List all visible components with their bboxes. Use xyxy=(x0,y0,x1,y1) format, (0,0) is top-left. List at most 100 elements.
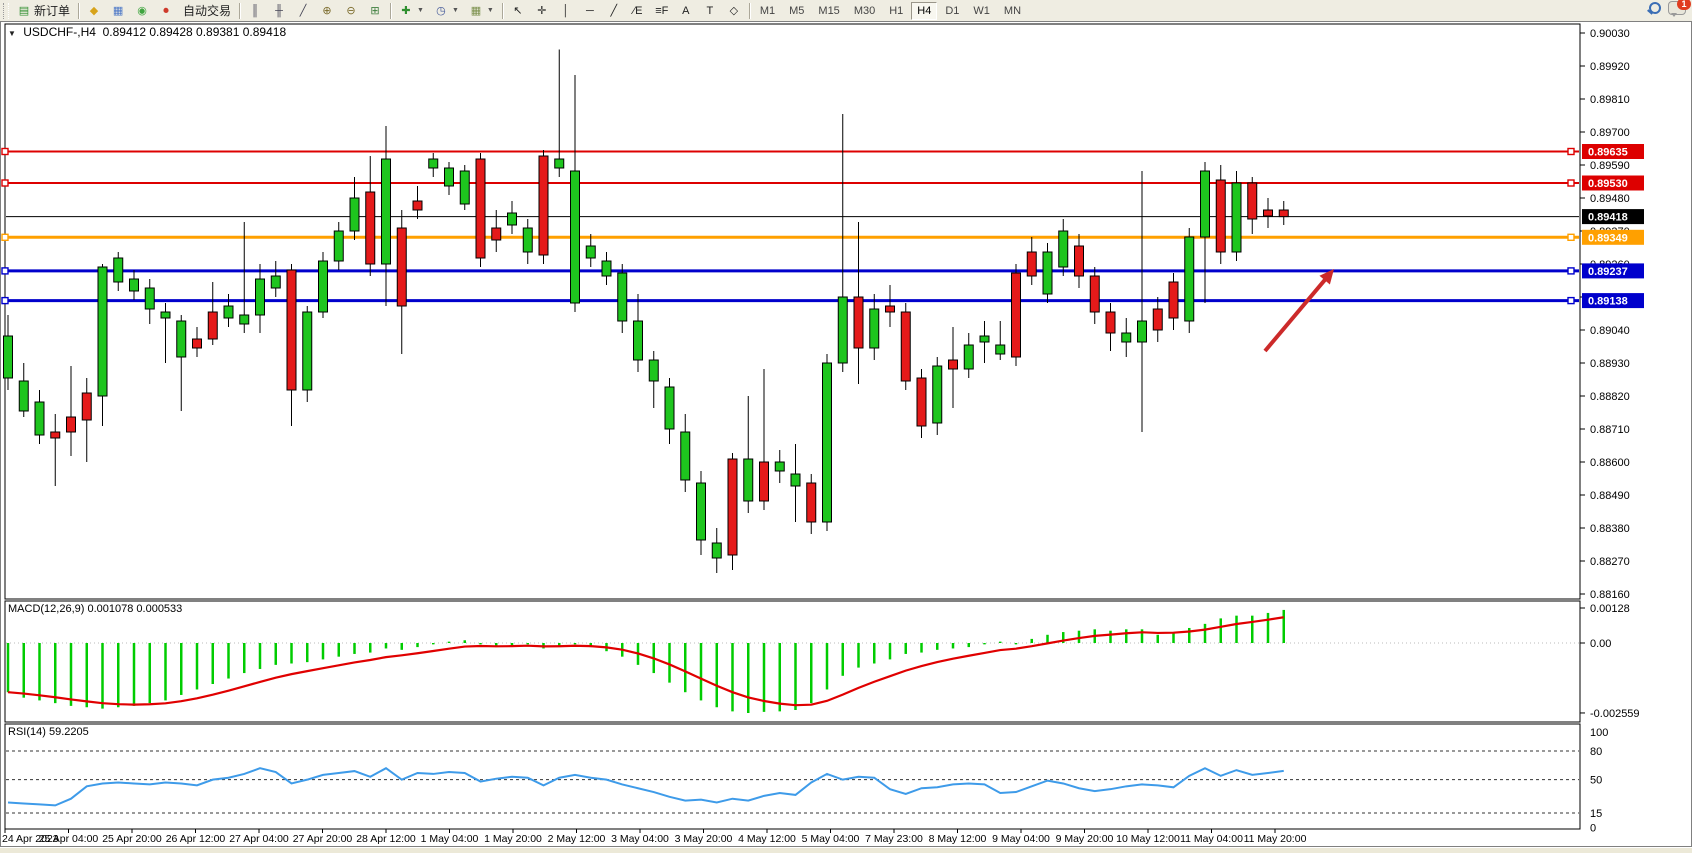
candle xyxy=(239,314,250,325)
hline-anchor-left[interactable] xyxy=(1,179,9,187)
time-axis-label: 27 Apr 04:00 xyxy=(229,833,289,845)
macd-indicator-label: MACD(12,26,9) 0.001078 0.000533 xyxy=(8,603,183,615)
hline-anchor-right[interactable] xyxy=(1567,179,1575,187)
timeframe-h4[interactable]: H4 xyxy=(911,1,938,20)
candlestick-chart-icon: ╫ xyxy=(275,4,283,17)
indicators-button[interactable]: ✚ ▼ xyxy=(394,0,429,21)
collapse-icon[interactable]: ▼ xyxy=(8,29,16,38)
timeframe-w1[interactable]: W1 xyxy=(973,4,990,17)
timeframe-m1[interactable]: M1 xyxy=(759,4,776,17)
tile-windows-button[interactable]: ⊞ xyxy=(363,0,387,21)
candle xyxy=(491,227,502,241)
candle xyxy=(900,311,911,382)
timeframe-d1[interactable]: D1 xyxy=(945,4,960,17)
price-axis-label: 0.88490 xyxy=(1590,490,1630,502)
tile-windows-icon: ⊞ xyxy=(370,4,380,17)
ohlc-quotes: 0.89412 0.89428 0.89381 0.89418 xyxy=(102,25,287,39)
candle xyxy=(743,458,754,502)
timeframe-m30[interactable]: M30 xyxy=(853,4,876,17)
timeframe-group: M1 M5 M15 M30 H1 H4 D1 W1 MN xyxy=(753,1,1028,20)
zoom-out-button[interactable]: ⊖ xyxy=(339,0,363,21)
cursor-button[interactable]: ↖ xyxy=(506,0,530,21)
hline-anchor-right[interactable] xyxy=(1567,147,1575,156)
candle xyxy=(1215,179,1226,253)
candle xyxy=(144,287,155,310)
vline-button[interactable]: │ xyxy=(554,0,578,21)
price-axis-label: 0.88930 xyxy=(1590,358,1630,370)
candle xyxy=(396,227,407,307)
templates-button[interactable]: ▦ ▼ xyxy=(464,0,499,21)
trendline-button[interactable]: ╱ xyxy=(602,0,626,21)
hline-anchor-left[interactable] xyxy=(1,267,9,275)
candlestick-chart-button[interactable]: ╫ xyxy=(267,0,291,21)
candle xyxy=(160,311,171,319)
time-axis-label: 26 Apr 12:00 xyxy=(166,833,226,845)
navigator-button[interactable]: ◉ xyxy=(130,0,154,21)
auto-trading-button[interactable]: 自动交易 xyxy=(178,0,236,21)
timeframe-h1[interactable]: H1 xyxy=(889,4,904,17)
macd-panel xyxy=(4,600,1581,723)
price-badge-label: 0.89530 xyxy=(1588,178,1628,190)
price-badge xyxy=(1582,175,1644,191)
candle xyxy=(270,275,281,289)
time-axis-label: 25 Apr 20:00 xyxy=(102,833,162,845)
timeframe-m15[interactable]: M15 xyxy=(818,4,840,17)
candle xyxy=(381,158,391,265)
candle xyxy=(963,344,974,370)
channel-button[interactable]: ∕E xyxy=(626,0,650,21)
time-axis-label: 8 May 12:00 xyxy=(929,833,987,845)
trend-arrow[interactable] xyxy=(1263,275,1330,353)
timeframe-m5[interactable]: M5 xyxy=(789,4,805,17)
candle xyxy=(1231,182,1242,253)
candle xyxy=(979,335,990,343)
candle xyxy=(113,257,124,283)
market-watch-button[interactable]: ◆ xyxy=(82,0,106,21)
periods-button[interactable]: ◷ ▼ xyxy=(429,0,464,21)
time-axis-label: 27 Apr 20:00 xyxy=(293,833,353,845)
fibonacci-button[interactable]: ≡F xyxy=(650,0,674,21)
toolbar-grip[interactable] xyxy=(3,2,9,19)
auto-trading-label: 自动交易 xyxy=(183,4,232,18)
line-chart-button[interactable]: ╱ xyxy=(291,0,315,21)
candle xyxy=(711,542,722,559)
new-order-icon: ▤ xyxy=(18,4,30,17)
autotrade-button[interactable]: ⏺ xyxy=(154,0,178,21)
candle xyxy=(428,158,439,169)
trendline-icon: ╱ xyxy=(610,4,618,17)
chat-icon[interactable]: 1 xyxy=(1668,0,1691,17)
shapes-button[interactable]: ◇ xyxy=(722,0,746,21)
candle xyxy=(318,260,328,313)
timeframe-mn[interactable]: MN xyxy=(1003,4,1022,17)
hline-button[interactable]: ─ xyxy=(578,0,602,21)
time-axis-label: 5 May 04:00 xyxy=(802,833,860,845)
search-icon[interactable] xyxy=(1647,1,1661,15)
new-order-button[interactable]: ▤ 新订单 xyxy=(12,0,75,21)
candle xyxy=(176,320,187,358)
hline-anchor-right[interactable] xyxy=(1567,267,1575,275)
hline-anchor-left[interactable] xyxy=(1,147,9,156)
candle xyxy=(507,212,517,226)
candle xyxy=(1200,170,1210,238)
crosshair-button[interactable]: ✛ xyxy=(530,0,554,21)
hline-anchor-right[interactable] xyxy=(1567,233,1575,242)
text-button[interactable]: A xyxy=(674,0,698,21)
zoom-in-button[interactable]: ⊕ xyxy=(315,0,339,21)
label-button[interactable]: T xyxy=(698,0,722,21)
symbol-timeframe: USDCHF-,H4 xyxy=(23,25,96,39)
candle xyxy=(837,296,848,364)
hline-anchor-right[interactable] xyxy=(1567,296,1575,305)
chevron-down-icon: ▼ xyxy=(451,7,459,14)
candle xyxy=(1263,209,1273,217)
notification-badge: 1 xyxy=(1677,0,1691,10)
bar-chart-button[interactable]: ║ xyxy=(243,0,267,21)
candle xyxy=(995,344,1006,355)
indicators-icon: ✚ xyxy=(401,4,411,17)
candle xyxy=(349,197,360,232)
time-axis-label: 9 May 04:00 xyxy=(992,833,1050,845)
data-window-button[interactable]: ▦ xyxy=(106,0,130,21)
time-axis-label: 7 May 23:00 xyxy=(865,833,923,845)
hline-anchor-left[interactable] xyxy=(1,233,9,242)
time-axis-label: 11 May 20:00 xyxy=(1244,833,1307,845)
hline-anchor-left[interactable] xyxy=(1,296,9,305)
